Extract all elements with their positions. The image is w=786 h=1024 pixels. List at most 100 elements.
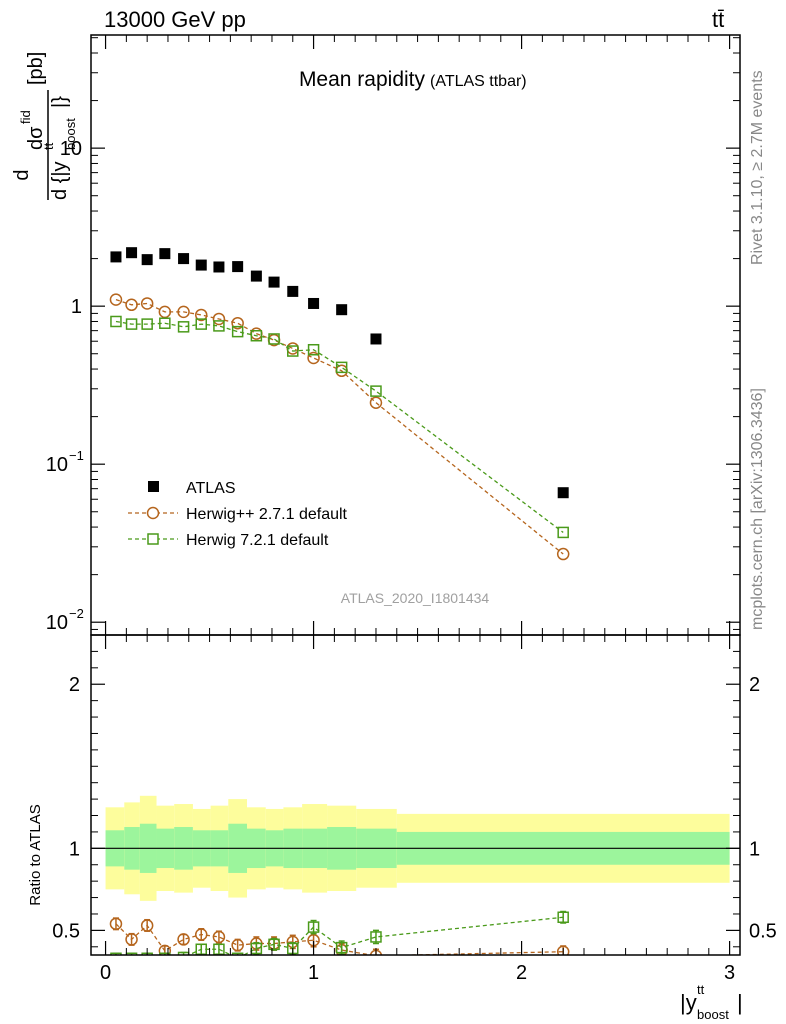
y-tick-label: 10 [46,454,68,476]
svg-text:[pb]: [pb] [25,52,47,85]
x-tick-label: 3 [724,962,735,984]
chart-title: Mean rapidity [299,68,426,91]
svg-text:tt: tt [697,982,705,997]
rivet-label: Rivet 3.1.10, ≥ 2.7M events [749,70,766,265]
main-point [308,297,320,309]
main-point [287,345,299,357]
ratio-y-tick-label: 1 [69,838,80,860]
x-tick-label: 1 [308,962,319,984]
main-point [212,312,226,326]
svg-text:boost: boost [697,1007,729,1022]
ratio-point [177,951,190,955]
legend-marker-herwigpp [146,506,160,520]
legend: ATLAS Herwig++ 2.7.1 default Herwig 7.2.… [128,480,348,549]
ratio-point [110,952,122,955]
main-point [213,320,225,332]
main-point [556,547,570,561]
ratio-y-tick-label-right: 2 [749,674,760,696]
main-point [307,351,320,365]
main-point [141,254,153,266]
x-tick-label: 0 [100,962,111,984]
y-tick-label-exponent: −1 [69,448,84,463]
legend-marker-atlas [148,481,159,492]
main-point [287,285,299,297]
main-point [369,396,383,409]
main-series-line [115,299,564,555]
mcplots-label: mcplots.cern.ch [arXiv:1306.3436] [749,388,766,630]
main-series-0 [110,247,569,499]
x-tick-label: 2 [516,962,527,984]
legend-entry-herwig7: Herwig 7.2.1 default [128,532,329,549]
main-series [109,247,570,561]
main-point [140,297,154,310]
svg-text:d: d [11,169,33,180]
main-point [177,321,190,333]
main-point [125,298,138,312]
ratio-point [159,952,171,955]
ratio-point [212,930,226,944]
y-tick-label: 1 [71,296,82,318]
main-point [177,305,190,319]
ratio-point [140,919,154,932]
main-point [557,526,569,539]
main-point [557,487,569,499]
main-y-axis-label: d dσ fid d {|y tt boost |} [pb] [11,52,78,200]
main-series-line [115,320,564,533]
ratio-point [125,933,138,946]
main-point [159,248,171,260]
ratio-point [109,917,123,931]
legend-entry-atlas: ATLAS [148,480,236,497]
svg-text:fid: fid [18,110,33,124]
ratio-point [158,944,172,955]
main-series-2 [110,315,569,539]
main-point [195,259,207,271]
ratio-point [231,952,244,955]
x-axis-label: |y tt boost | [680,982,743,1022]
main-point [268,276,280,288]
y-tick-label: 10 [46,612,68,634]
ratio-point [177,933,190,946]
main-point [231,316,244,330]
energy-label: 13000 GeV pp [104,7,246,32]
y-tick-label: 10 [60,138,82,160]
ratio-panel-frame [90,634,741,956]
main-point [307,343,320,356]
main-point [159,317,171,329]
main-point [336,304,348,316]
ratio-point [307,921,320,933]
main-point [110,251,122,263]
ratio-point [268,938,280,951]
main-point [213,261,225,273]
main-point [370,333,382,345]
ratio-series-0 [109,917,570,955]
svg-text:d {|y: d {|y [49,161,71,200]
main-point [158,305,172,319]
main-point [231,325,244,338]
main-point [370,385,382,397]
svg-text:|}: |} [49,96,71,108]
svg-text:dσ: dσ [25,126,47,150]
main-point [195,318,207,330]
svg-text:|: | [737,990,743,1015]
ratio-point [231,938,244,952]
main-point [194,308,208,322]
legend-marker-herwig7 [147,533,159,545]
ratio-point [194,928,208,941]
main-point [268,333,280,345]
main-point [126,247,138,259]
legend-entry-herwigpp: Herwig++ 2.7.1 default [128,506,348,523]
legend-label-herwig7: Herwig 7.2.1 default [186,532,329,549]
ratio-point [335,941,348,954]
ratio-y-tick-label-right: 1 [749,838,760,860]
main-point [141,318,153,330]
analysis-watermark: ATLAS_2020_I1801434 [341,590,490,606]
main-point [178,253,190,265]
main-point [335,361,348,374]
svg-text:tt: tt [41,142,56,150]
ratio-point [557,911,569,924]
ratio-y-axis-label: Ratio to ATLAS [27,804,44,905]
main-point [250,270,262,282]
ratio-series [109,910,570,955]
main-point [110,315,122,328]
